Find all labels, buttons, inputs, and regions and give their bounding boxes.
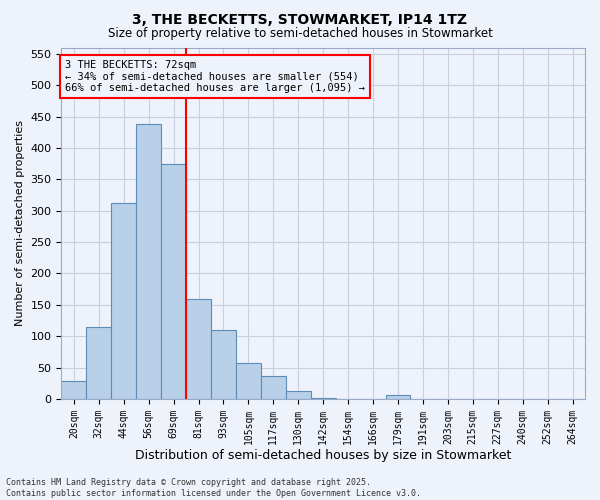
Text: Contains HM Land Registry data © Crown copyright and database right 2025.
Contai: Contains HM Land Registry data © Crown c… bbox=[6, 478, 421, 498]
Bar bbox=[311, 398, 335, 399]
Bar bbox=[286, 392, 311, 399]
Bar bbox=[111, 203, 136, 399]
Bar bbox=[136, 124, 161, 399]
Bar bbox=[211, 330, 236, 399]
Bar bbox=[236, 362, 261, 399]
Text: 3, THE BECKETTS, STOWMARKET, IP14 1TZ: 3, THE BECKETTS, STOWMARKET, IP14 1TZ bbox=[133, 12, 467, 26]
Bar bbox=[186, 298, 211, 399]
X-axis label: Distribution of semi-detached houses by size in Stowmarket: Distribution of semi-detached houses by … bbox=[135, 450, 511, 462]
Bar bbox=[386, 395, 410, 399]
Text: 3 THE BECKETTS: 72sqm
← 34% of semi-detached houses are smaller (554)
66% of sem: 3 THE BECKETTS: 72sqm ← 34% of semi-deta… bbox=[65, 60, 365, 94]
Bar bbox=[86, 327, 111, 399]
Bar bbox=[161, 164, 186, 399]
Bar bbox=[261, 376, 286, 399]
Bar bbox=[61, 382, 86, 399]
Text: Size of property relative to semi-detached houses in Stowmarket: Size of property relative to semi-detach… bbox=[107, 28, 493, 40]
Y-axis label: Number of semi-detached properties: Number of semi-detached properties bbox=[15, 120, 25, 326]
